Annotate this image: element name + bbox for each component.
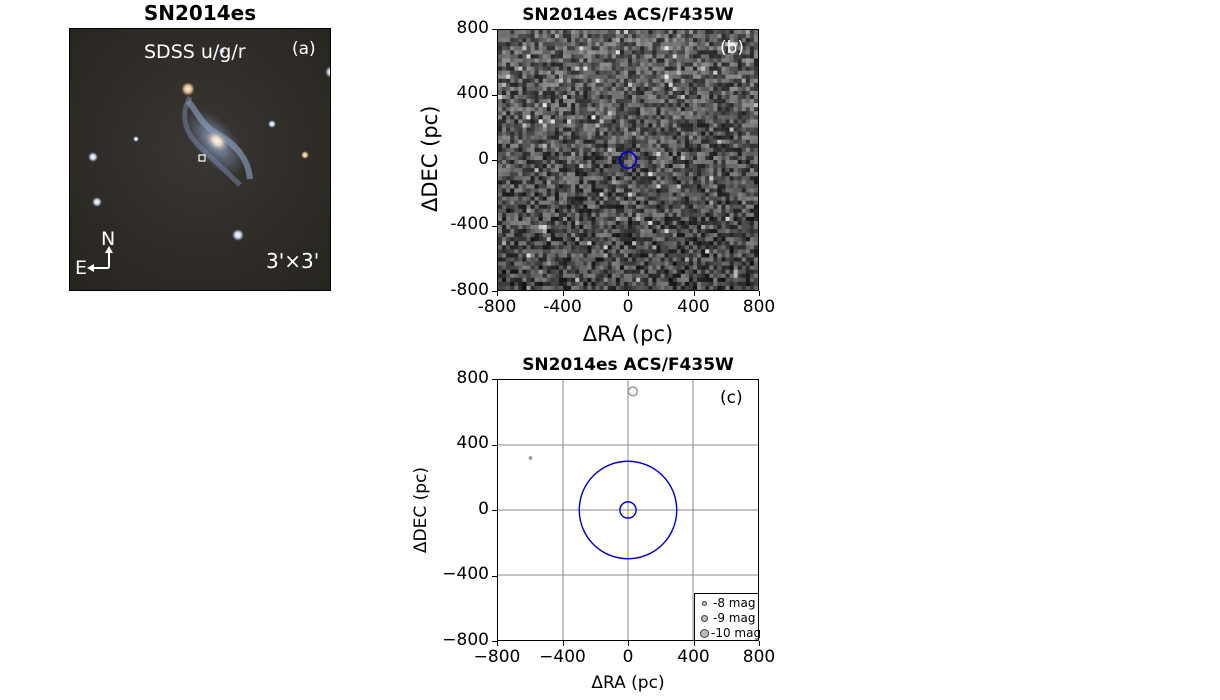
legend-marker-medium [701, 614, 708, 622]
legend-label: -8 mag [713, 596, 756, 610]
panel-c-x-tick-label: 0 [622, 647, 634, 667]
legend-entry: -8 mag [699, 596, 755, 610]
panel-b-x-tick-mark [497, 291, 498, 296]
legend-label: -9 mag [713, 611, 756, 625]
field-stars [88, 48, 330, 241]
panel-c-y-tick-mark [492, 575, 497, 577]
panel-b-y-tick-label: -800 [450, 279, 489, 300]
panel-c-x-tick-label: 400 [677, 647, 710, 667]
sdss-color-image: SDSS u/g/r (a) N E 3'×3' [69, 28, 331, 291]
panel-b-x-tick-mark [693, 291, 695, 296]
panel-c-x-tick-label: 800 [742, 647, 776, 667]
panel-c-x-tick-mark [562, 641, 564, 646]
panel-a-tag: (a) [292, 39, 316, 59]
north-label: N [101, 228, 116, 250]
panel-b-xlabel: ΔRA (pc) [582, 322, 674, 346]
panel-c-y-tick-mark [492, 641, 497, 642]
panel-c-y-tick-mark [492, 444, 497, 446]
panel-b-x-tick-mark [759, 291, 760, 296]
panel-c-x-tick-mark [497, 641, 498, 646]
legend-label: -10 mag [711, 626, 762, 640]
source-point [528, 456, 533, 460]
fov-label: 3'×3' [266, 249, 320, 273]
panel-c-x-tick-mark [628, 641, 629, 646]
pixel-noise-map [498, 30, 758, 290]
panel-b-x-tick-mark [628, 291, 629, 296]
panel-c-tag: (c) [720, 388, 743, 408]
panel-b-y-tick-label: 400 [456, 83, 489, 104]
panel-b-x-tick-label: -800 [477, 297, 517, 317]
legend-entry: -10 mag [699, 626, 761, 640]
panel-c-y-tick-label: −800 [442, 629, 489, 650]
panel-c-xlabel: ΔRA (pc) [591, 673, 665, 693]
panel-b-ylabel: ΔDEC (pc) [418, 105, 442, 212]
compass-arrows [87, 246, 113, 272]
sn-position-circle [618, 150, 638, 170]
outer-radius-circle [578, 460, 678, 560]
galaxy [181, 82, 253, 187]
panel-b-tag: (b) [720, 38, 745, 58]
panel-c-scatter [498, 380, 758, 640]
panel-b-x-tick-mark [562, 291, 564, 296]
magnitude-legend: -8 mag -9 mag -10 mag [694, 593, 761, 641]
panel-c-x-tick-mark [693, 641, 695, 646]
panel-b-x-tick-label: 400 [677, 297, 710, 317]
panel-c-title: SN2014es ACS/F435W [522, 355, 734, 375]
noise-pixels [498, 30, 758, 290]
panel-c-y-tick-label: 0 [478, 498, 489, 519]
panel-c-y-tick-label: 800 [456, 367, 489, 388]
panel-c-y-tick-mark [492, 510, 497, 511]
panel-c-y-tick-label: −400 [442, 564, 489, 585]
panel-b-y-tick-mark [492, 225, 497, 227]
panel-b-y-tick-mark [492, 160, 497, 161]
panel-b-title: SN2014es ACS/F435W [522, 5, 734, 25]
legend-marker-small [702, 600, 707, 606]
panel-b-y-tick-mark [492, 29, 497, 30]
panel-b-y-tick-label: 800 [456, 17, 489, 38]
panel-c-plot-area: (c) [497, 379, 759, 641]
hst-image: (b) [497, 29, 759, 291]
panel-a-title: SN2014es [143, 1, 257, 25]
legend-marker-large [700, 628, 709, 638]
sky-background [70, 29, 330, 290]
panel-b-x-tick-label: 0 [622, 297, 634, 317]
panel-b-y-tick-label: -400 [450, 214, 489, 235]
panel-c-x-tick-label: −400 [539, 647, 586, 667]
panel-b-y-tick-label: 0 [478, 148, 489, 169]
sdss-galaxy-field [70, 29, 330, 290]
survey-label: SDSS u/g/r [144, 41, 246, 63]
sn-position-circle [619, 501, 637, 519]
panel-c-x-tick-label: −800 [473, 647, 521, 667]
panel-b-y-tick-mark [492, 94, 497, 96]
panel-b-x-tick-label: -400 [543, 297, 582, 317]
source-point [627, 386, 639, 397]
sn-location-box [198, 154, 206, 162]
east-label: E [75, 257, 88, 279]
panel-b-y-tick-mark [492, 291, 497, 292]
panel-c-ylabel: ΔDEC (pc) [411, 466, 431, 554]
panel-c-x-tick-mark [759, 641, 760, 646]
panel-b-x-tick-label: 800 [742, 297, 776, 317]
panel-c-y-tick-label: 400 [456, 433, 489, 454]
panel-c-y-tick-mark [492, 379, 497, 380]
legend-entry: -9 mag [699, 611, 755, 625]
